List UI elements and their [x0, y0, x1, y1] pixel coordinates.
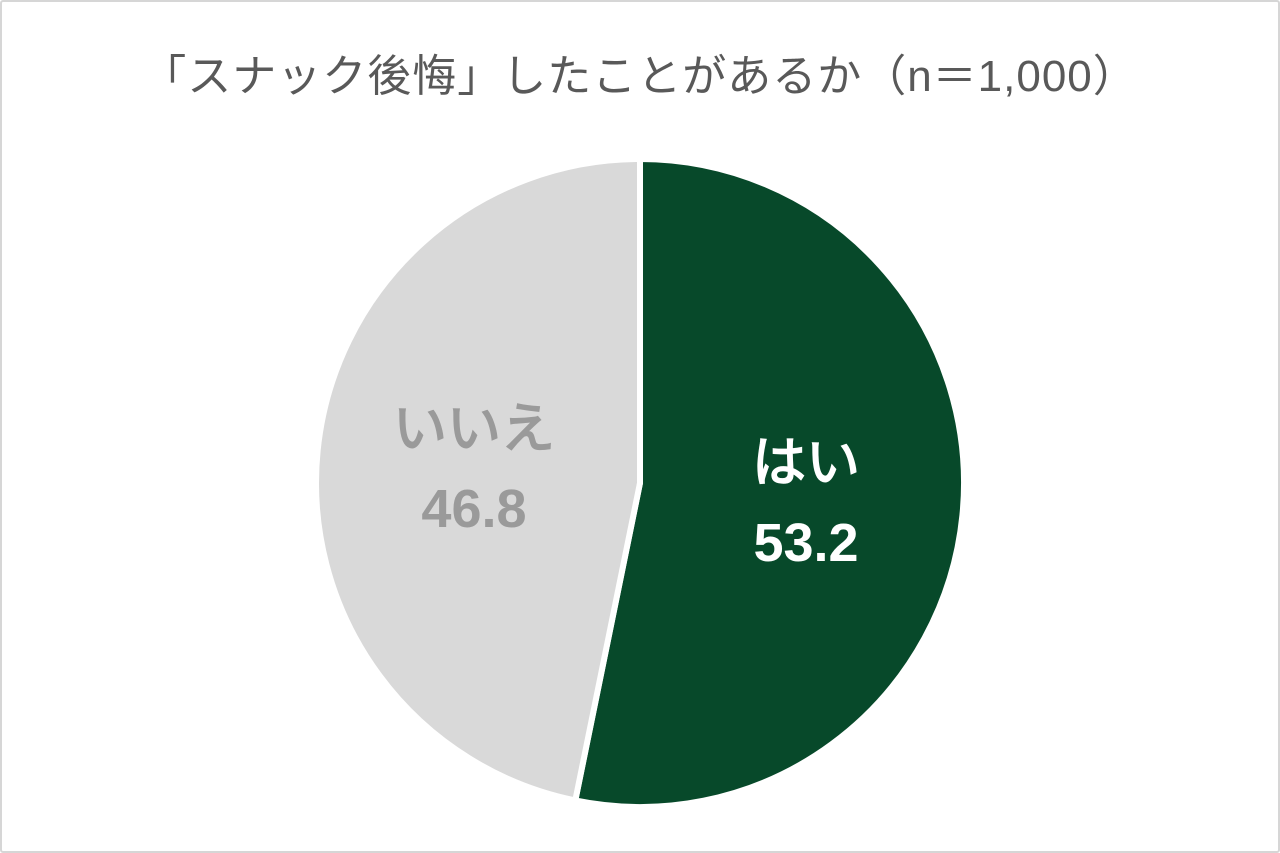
pie-slice-0: [571, 155, 967, 810]
chart-title: 「スナック後悔」したことがあるか（n＝1,000）: [142, 52, 1138, 101]
pie-slice-1: [313, 155, 643, 805]
